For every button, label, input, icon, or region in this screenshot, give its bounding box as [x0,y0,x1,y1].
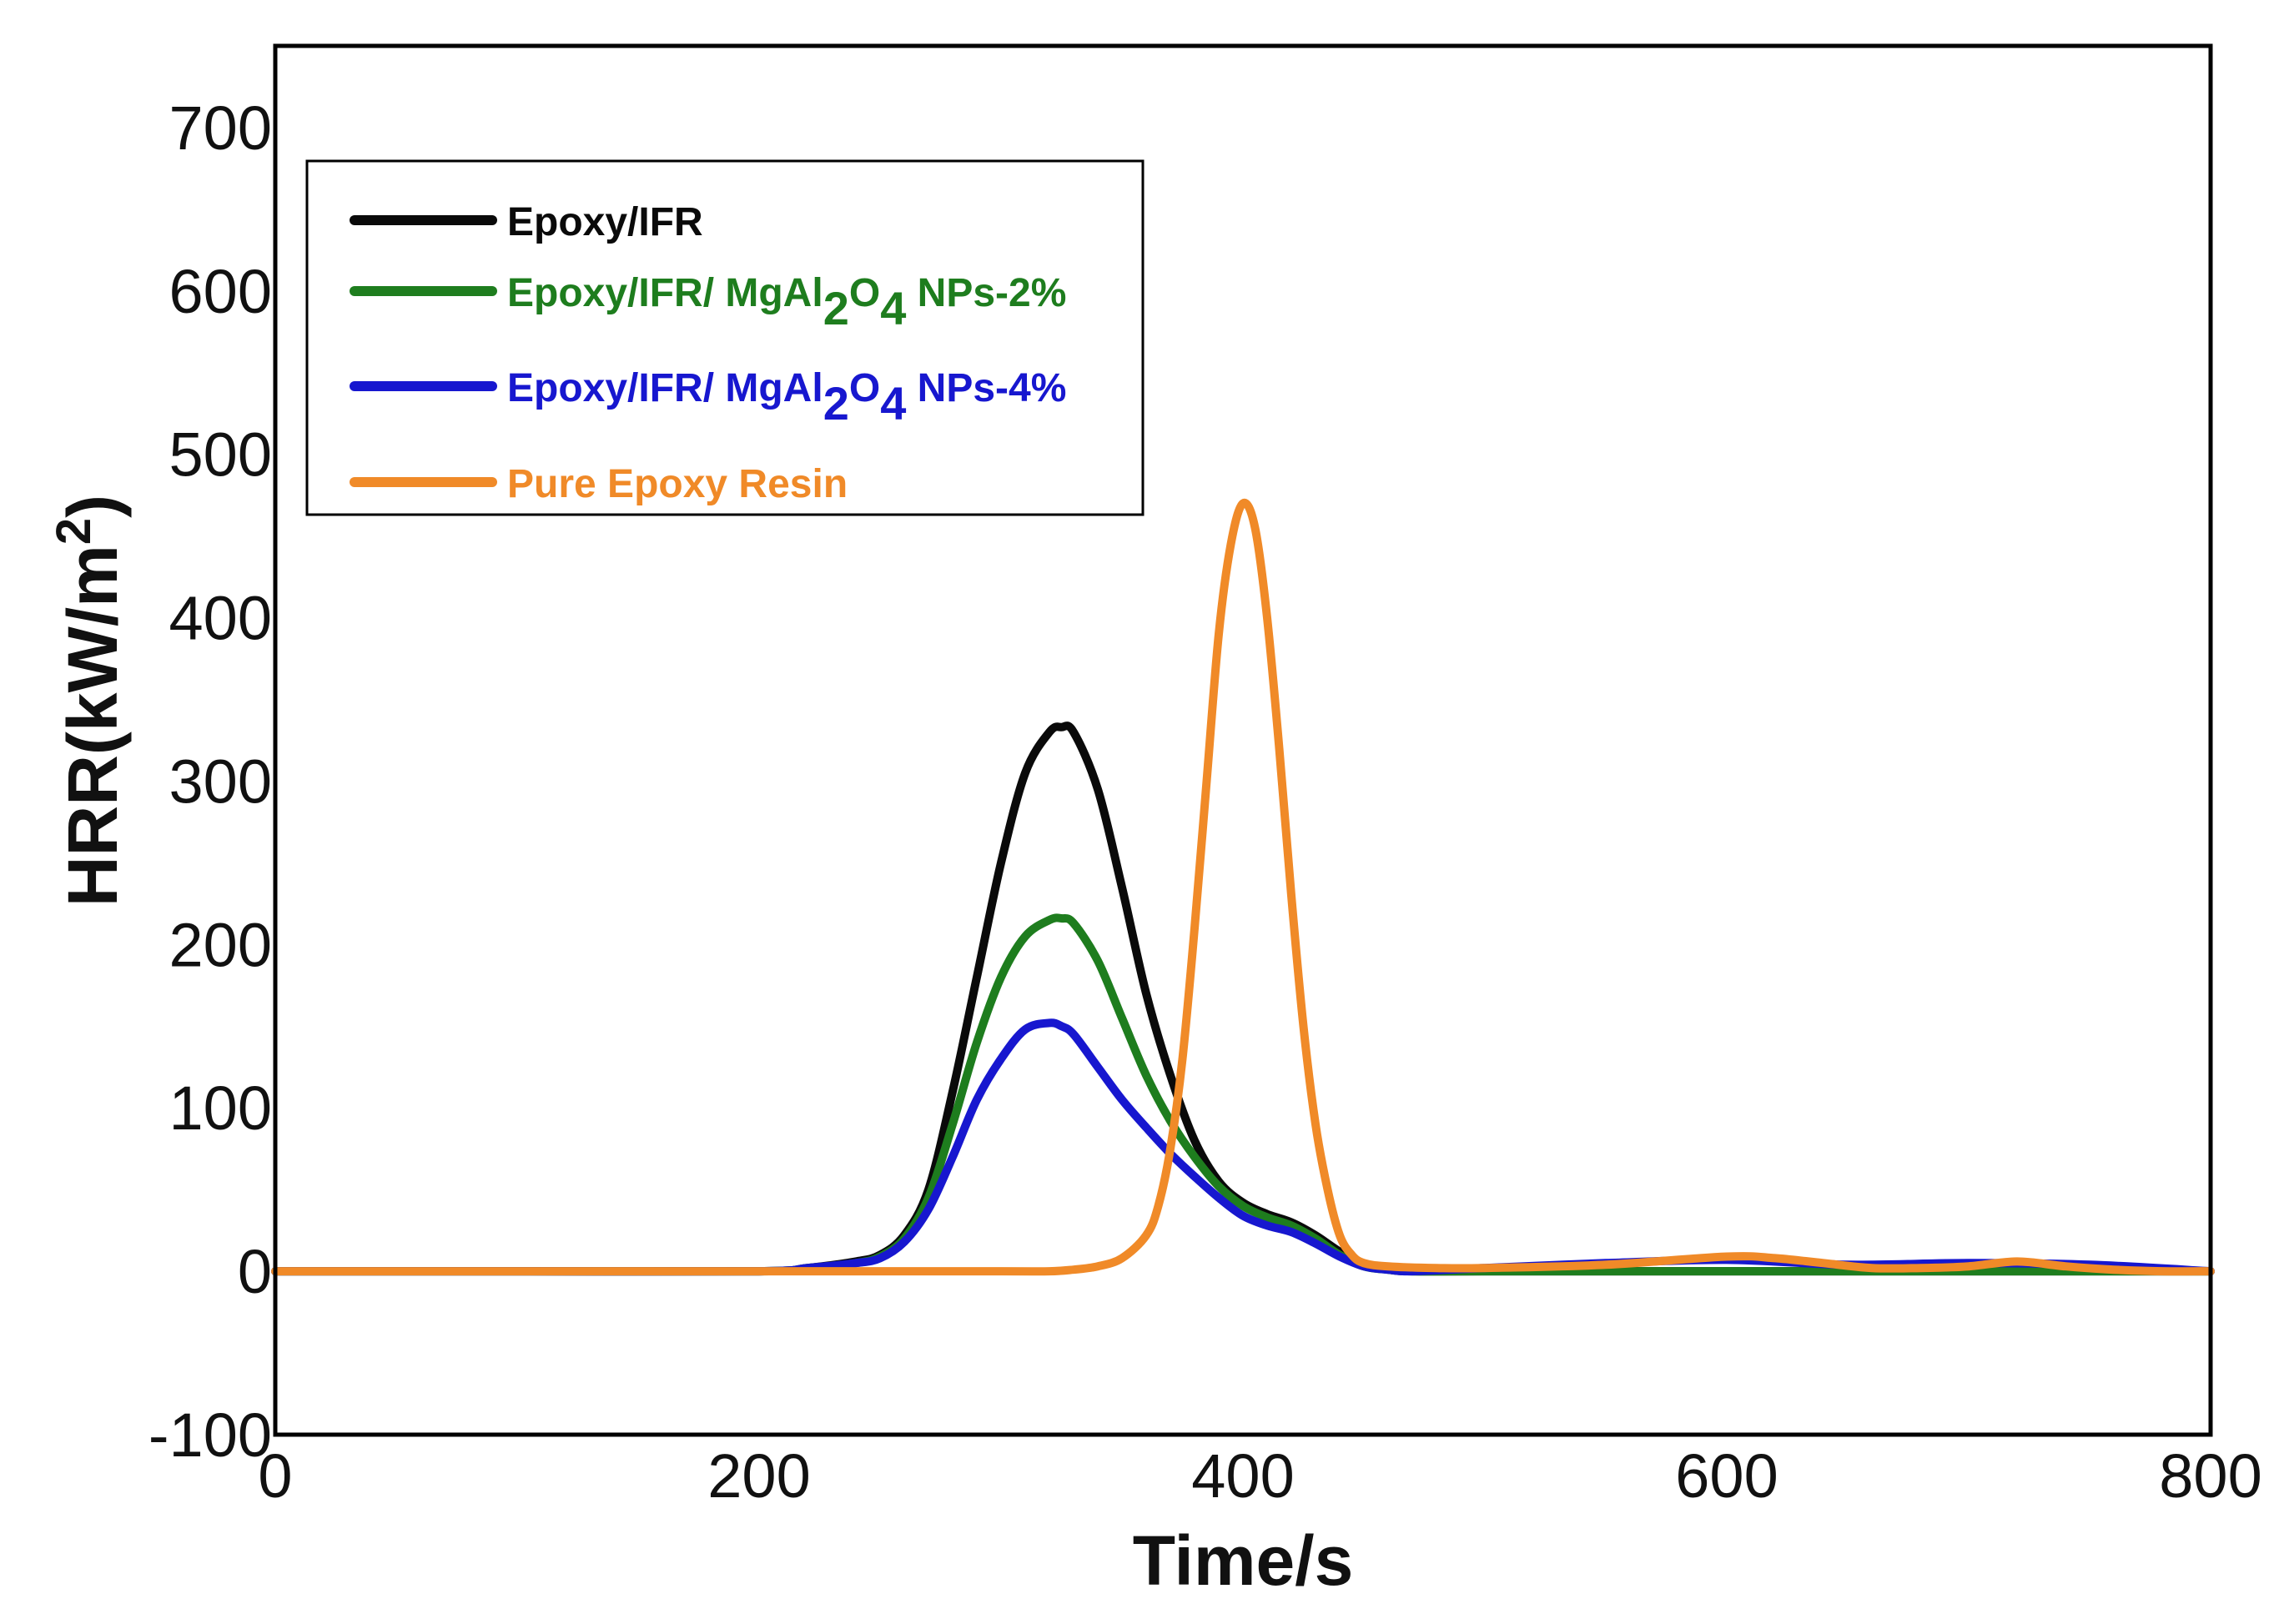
legend-item-nps-4: Epoxy/IFR/ MgAl2O4 NPs-4% [350,366,1066,430]
series-line-pure-epoxy-resin [271,498,2215,1276]
x-tick-label: 0 [258,1441,292,1511]
x-tick-label: 400 [1191,1441,1294,1511]
x-axis-title: Time/s [1133,1521,1354,1600]
legend-label-pure-epoxy: Pure Epoxy Resin [507,462,848,506]
legend-label-epoxy-ifr: Epoxy/IFR [507,200,703,244]
y-tick-label: 500 [169,420,272,490]
legend-label-nps-4: Epoxy/IFR/ MgAl2O4 NPs-4% [507,366,1066,430]
legend-item-epoxy-ifr: Epoxy/IFR [350,200,703,244]
y-axis-title: HRR(kW/m2) [47,495,132,907]
legend-item-pure-epoxy: Pure Epoxy Resin [350,462,848,506]
y-tick-label: -100 [148,1400,272,1470]
y-tick-label: 400 [169,584,272,653]
y-tick-label: 200 [169,910,272,979]
y-tick-label: 700 [169,93,272,163]
y-tick-label: 300 [169,747,272,816]
y-axis-title-superscript: 2 [47,518,101,545]
x-tick-label: 600 [1675,1441,1778,1511]
y-tick-label: 600 [169,257,272,326]
legend-label-nps-2: Epoxy/IFR/ MgAl2O4 NPs-2% [507,271,1066,334]
y-tick-label: 100 [169,1073,272,1143]
y-tick-label: 0 [238,1237,272,1306]
x-tick-label: 200 [707,1441,810,1511]
legend-item-nps-2: Epoxy/IFR/ MgAl2O4 NPs-2% [350,271,1066,334]
plot-frame [273,43,2213,1437]
x-tick-label: 800 [2159,1441,2261,1511]
y-axis-title-main: HRR(kW/m [53,545,132,907]
legend: Epoxy/IFR Epoxy/IFR/ MgAl2O4 NPs-2% Epox… [305,159,1145,516]
y-axis-title-close: ) [53,495,132,518]
series-layer [271,498,2215,1276]
